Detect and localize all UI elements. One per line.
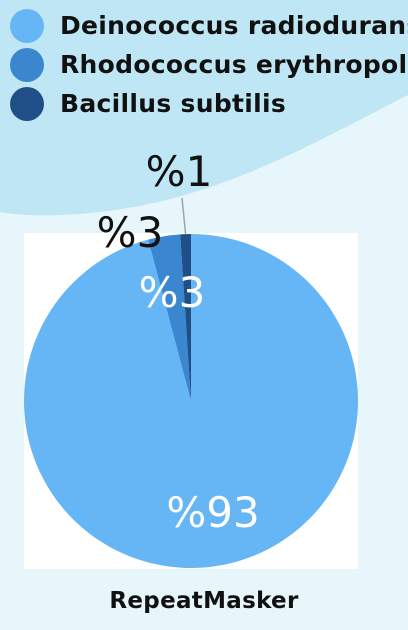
- leader-line-bacillus: [181, 197, 187, 235]
- legend-swatch-deinococcus: [10, 8, 44, 43]
- data-label-bacillus: %1: [146, 147, 213, 196]
- legend-label: Deinococcus radiodurans: [60, 11, 408, 40]
- chart-title: RepeatMasker: [109, 588, 299, 614]
- legend: Deinococcus radiodurans Rhodococcus eryt…: [10, 6, 408, 123]
- pie-labels: %93 %3 %3 %1: [97, 147, 260, 537]
- data-label-inner: %3: [139, 268, 206, 317]
- legend-label: Rhodococcus erythropolis: [60, 50, 408, 79]
- pie-slice-deinococcus: [24, 234, 359, 568]
- legend-swatch-bacillus: [10, 86, 44, 121]
- pie-slices: [24, 234, 359, 568]
- legend-swatch-rhodococcus: [10, 47, 44, 82]
- legend-item-rhodococcus: Rhodococcus erythropolis: [10, 45, 408, 84]
- data-label-rhodococcus: %3: [97, 208, 164, 257]
- pie-slice-bacillus: [180, 234, 191, 401]
- legend-item-deinococcus: Deinococcus radiodurans: [10, 6, 408, 45]
- pie-slice-rhodococcus: [148, 234, 191, 401]
- legend-item-bacillus: Bacillus subtilis: [10, 84, 408, 123]
- legend-label: Bacillus subtilis: [60, 89, 287, 118]
- data-label-deinococcus: %93: [166, 488, 259, 537]
